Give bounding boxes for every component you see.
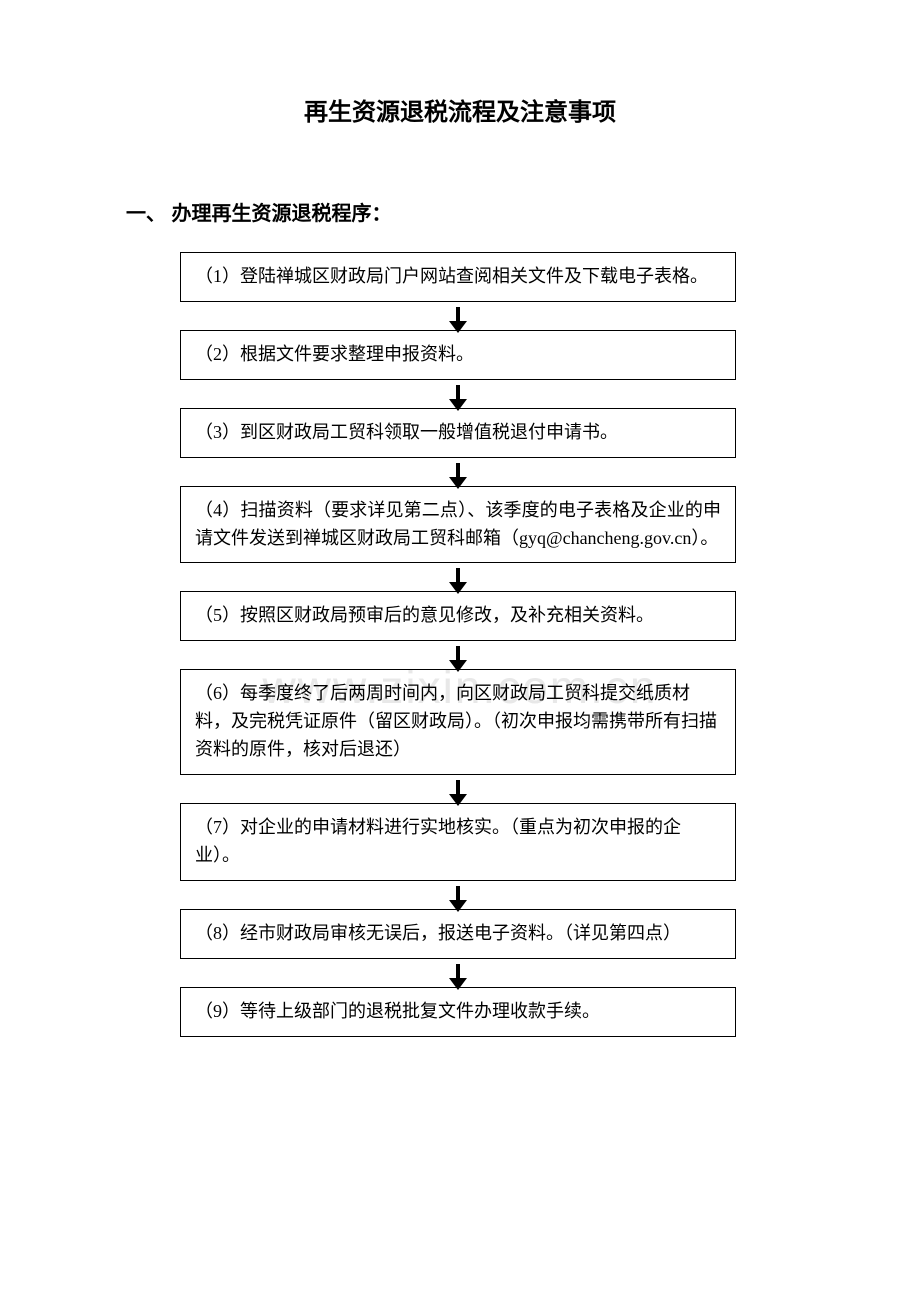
flow-step-5: （5）按照区财政局预审后的意见修改，及补充相关资料。 — [180, 591, 736, 641]
flow-step-6: （6）每季度终了后两周时间内，向区财政局工贸科提交纸质材料，及完税凭证原件（留区… — [180, 669, 736, 775]
flow-step-9: （9）等待上级部门的退税批复文件办理收款手续。 — [180, 987, 736, 1037]
page-title: 再生资源退税流程及注意事项 — [0, 0, 920, 127]
flow-step-2: （2）根据文件要求整理申报资料。 — [180, 330, 736, 380]
arrow-8 — [180, 959, 736, 987]
section-heading: 一、 办理再生资源退税程序： — [0, 127, 920, 226]
arrow-4 — [180, 563, 736, 591]
content-layer: 再生资源退税流程及注意事项 一、 办理再生资源退税程序： （1）登陆禅城区财政局… — [0, 0, 920, 1037]
arrow-6 — [180, 775, 736, 803]
arrow-1 — [180, 302, 736, 330]
flow-step-7: （7）对企业的申请材料进行实地核实。（重点为初次申报的企业）。 — [180, 803, 736, 881]
arrow-5 — [180, 641, 736, 669]
arrow-7 — [180, 881, 736, 909]
arrow-3 — [180, 458, 736, 486]
flow-step-4: （4）扫描资料（要求详见第二点）、该季度的电子表格及企业的申请文件发送到禅城区财… — [180, 486, 736, 564]
flowchart-container: （1）登陆禅城区财政局门户网站查阅相关文件及下载电子表格。 （2）根据文件要求整… — [0, 252, 920, 1037]
arrow-2 — [180, 380, 736, 408]
flow-step-1: （1）登陆禅城区财政局门户网站查阅相关文件及下载电子表格。 — [180, 252, 736, 302]
flow-step-8: （8）经市财政局审核无误后，报送电子资料。（详见第四点） — [180, 909, 736, 959]
flow-step-3: （3）到区财政局工贸科领取一般增值税退付申请书。 — [180, 408, 736, 458]
